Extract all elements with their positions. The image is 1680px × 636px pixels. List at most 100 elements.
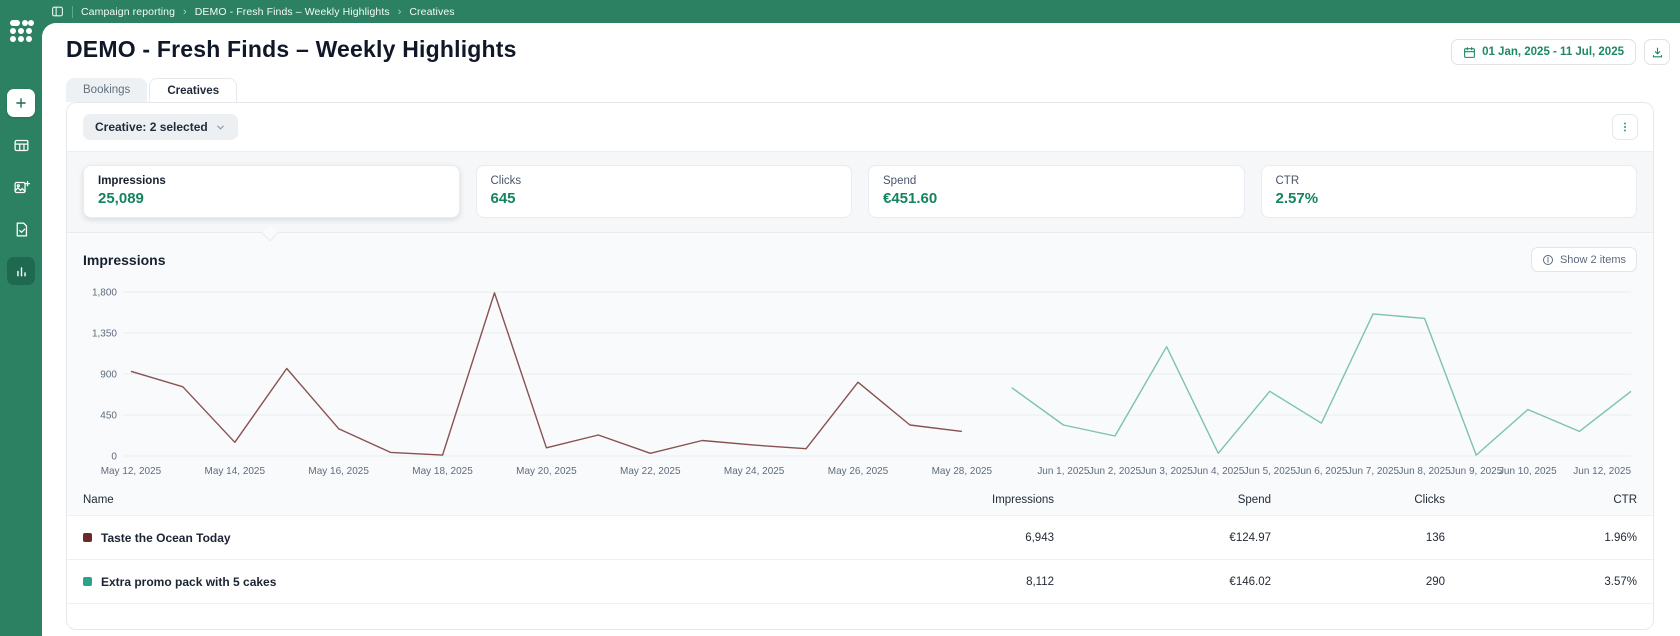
- y-axis-tick-label: 1,800: [92, 287, 117, 298]
- chart-svg: 0 450 900 1,350 1,800 May 12, 2025 May 14, 202…: [92, 287, 1632, 477]
- x-axis-tick-label: Jun 3, 2025: [1141, 466, 1194, 477]
- metric-label: CTR: [1275, 175, 1300, 187]
- date-range-label: 01 Jan, 2025 - 11 Jul, 2025: [1482, 46, 1624, 58]
- x-axis-tick-label: May 26, 2025: [828, 466, 889, 477]
- cell-impressions: 8,112: [1026, 575, 1054, 588]
- cell-ctr: 1.96%: [1604, 531, 1637, 544]
- sidebar-item-documents[interactable]: [7, 215, 35, 243]
- x-axis-tick-label: Jun 8, 2025: [1399, 466, 1452, 477]
- topbar: Campaign reporting › DEMO - Fresh Finds …: [0, 0, 1680, 23]
- metric-value: 645: [490, 190, 516, 207]
- table-row[interactable]: Extra promo pack with 5 cakes 8,112 €146…: [67, 560, 1653, 604]
- column-header-ctr[interactable]: CTR: [1613, 493, 1637, 506]
- metric-card-ctr[interactable]: CTR 2.57%: [1260, 165, 1637, 218]
- tab-bar: Bookings Creatives: [42, 78, 1680, 102]
- sidebar-item-bookings-table[interactable]: [7, 131, 35, 159]
- show-items-label: Show 2 items: [1559, 253, 1626, 266]
- metric-value: 2.57%: [1275, 190, 1319, 207]
- calendar-icon: [1463, 46, 1476, 59]
- x-axis-tick-label: Jun 1, 2025: [1037, 466, 1090, 477]
- date-range-button[interactable]: 01 Jan, 2025 - 11 Jul, 2025: [1451, 39, 1636, 65]
- table-icon: [13, 137, 30, 154]
- x-axis-tick-label: Jun 12, 2025: [1573, 466, 1631, 477]
- download-icon: [1651, 46, 1664, 59]
- topbar-divider: [72, 5, 73, 18]
- table-row[interactable]: Taste the Ocean Today 6,943 €124.97 136 …: [67, 516, 1653, 560]
- series-line-0: [130, 292, 962, 456]
- y-axis-tick-label: 450: [100, 410, 117, 421]
- creative-filter-label: Creative: 2 selected: [95, 120, 208, 134]
- main-content: DEMO - Fresh Finds – Weekly Highlights 0…: [42, 23, 1680, 636]
- sidebar-item-creatives[interactable]: [7, 173, 35, 201]
- cell-spend: €124.97: [1229, 531, 1271, 544]
- metric-card-impressions[interactable]: Impressions 25,089: [83, 165, 460, 218]
- x-axis-tick-label: Jun 7, 2025: [1347, 466, 1400, 477]
- metric-value: 25,089: [98, 190, 144, 207]
- sidebar: [0, 0, 42, 636]
- series-line-1: [1011, 313, 1632, 456]
- x-axis-tick-label: Jun 10, 2025: [1499, 466, 1557, 477]
- x-axis-tick-label: May 16, 2025: [308, 466, 369, 477]
- x-axis-tick-label: Jun 5, 2025: [1244, 466, 1297, 477]
- tab-bookings[interactable]: Bookings: [66, 78, 148, 102]
- x-axis-tick-label: May 20, 2025: [516, 466, 577, 477]
- x-axis-tick-label: May 28, 2025: [932, 466, 993, 477]
- kebab-menu-icon: [1619, 121, 1631, 133]
- page-header: DEMO - Fresh Finds – Weekly Highlights 0…: [42, 23, 1680, 78]
- column-header-spend[interactable]: Spend: [1237, 493, 1271, 506]
- show-items-button[interactable]: Show 2 items: [1530, 247, 1637, 272]
- x-axis-tick-label: Jun 4, 2025: [1192, 466, 1245, 477]
- sidebar-toggle-icon[interactable]: [51, 5, 64, 18]
- y-axis-tick-label: 900: [100, 369, 117, 380]
- table-header-row: Name Impressions Spend Clicks CTR: [67, 484, 1653, 516]
- x-axis-tick-label: Jun 2, 2025: [1089, 466, 1142, 477]
- x-axis-tick-label: Jun 6, 2025: [1295, 466, 1348, 477]
- column-header-name[interactable]: Name: [83, 493, 114, 506]
- sidebar-item-analytics[interactable]: [7, 257, 35, 285]
- series-color-swatch: [83, 577, 92, 586]
- creatives-panel: Creative: 2 selected Impressions 25,089 …: [66, 102, 1654, 630]
- cell-clicks: 290: [1425, 575, 1445, 588]
- column-header-impressions[interactable]: Impressions: [992, 493, 1054, 506]
- filter-row: Creative: 2 selected: [67, 103, 1653, 151]
- impressions-line-chart[interactable]: 0 450 900 1,350 1,800 May 12, 2025 May 14, 202…: [83, 280, 1637, 480]
- y-axis-tick-label: 0: [111, 451, 117, 462]
- create-button[interactable]: [7, 89, 35, 117]
- more-options-button[interactable]: [1612, 114, 1638, 140]
- metric-label: Impressions: [98, 175, 166, 187]
- breadcrumb-separator-icon: ›: [183, 5, 187, 18]
- breadcrumb-campaign-reporting[interactable]: Campaign reporting: [81, 5, 176, 18]
- breadcrumb: Campaign reporting › DEMO - Fresh Finds …: [81, 6, 455, 18]
- creative-name: Taste the Ocean Today: [101, 530, 231, 545]
- breadcrumb-creatives[interactable]: Creatives: [409, 5, 455, 18]
- tab-creatives[interactable]: Creatives: [149, 78, 238, 102]
- creatives-table: Name Impressions Spend Clicks CTR Taste …: [67, 484, 1653, 604]
- x-axis-tick-label: May 12, 2025: [101, 466, 162, 477]
- metric-label: Spend: [883, 175, 917, 187]
- breadcrumb-campaign-name[interactable]: DEMO - Fresh Finds – Weekly Highlights: [194, 5, 390, 18]
- creative-name: Extra promo pack with 5 cakes: [101, 574, 277, 589]
- bar-chart-icon: [13, 263, 30, 280]
- y-axis-tick-label: 1,350: [92, 328, 117, 339]
- creative-filter-dropdown[interactable]: Creative: 2 selected: [83, 114, 238, 140]
- info-icon: [1542, 254, 1554, 266]
- breadcrumb-separator-icon: ›: [397, 5, 402, 18]
- header-actions: 01 Jan, 2025 - 11 Jul, 2025: [1451, 39, 1670, 65]
- chart-section: Impressions Show 2 items 0 450 900 1,350 1,8…: [67, 233, 1653, 484]
- series-color-swatch: [83, 533, 92, 542]
- metric-card-spend[interactable]: Spend €451.60: [868, 165, 1245, 218]
- page-title: DEMO - Fresh Finds – Weekly Highlights: [66, 36, 517, 62]
- column-header-clicks[interactable]: Clicks: [1414, 493, 1445, 506]
- metric-cards-strip: Impressions 25,089 Clicks 645 Spend €451…: [67, 151, 1653, 242]
- cell-ctr: 3.57%: [1604, 575, 1637, 588]
- download-button[interactable]: [1644, 39, 1670, 65]
- file-check-icon: [13, 221, 30, 238]
- x-axis-tick-label: May 22, 2025: [620, 466, 681, 477]
- tab-creatives-label: Creatives: [167, 84, 220, 97]
- x-axis-tick-label: May 14, 2025: [205, 466, 266, 477]
- chart-title: Impressions: [83, 251, 166, 268]
- x-axis-tick-label: Jun 9, 2025: [1450, 466, 1503, 477]
- chevron-down-icon: [215, 122, 226, 133]
- app-logo-icon[interactable]: [8, 18, 34, 49]
- metric-card-clicks[interactable]: Clicks 645: [475, 165, 852, 218]
